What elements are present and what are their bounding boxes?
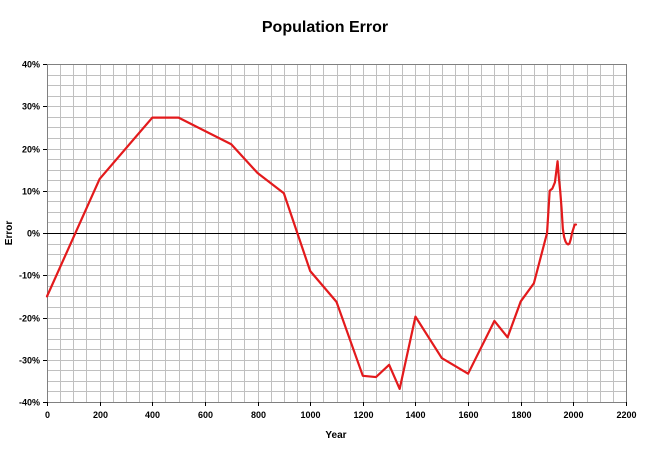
x-tick-label: 1800 [511, 410, 531, 420]
x-tick-label: 200 [93, 410, 108, 420]
y-tick-label: -10% [19, 271, 40, 281]
y-tick-label: 0% [27, 229, 40, 239]
x-axis-label: Year [325, 430, 346, 441]
y-tick-label: -20% [19, 314, 40, 324]
y-tick-label: 30% [22, 102, 40, 112]
axes [43, 64, 627, 406]
y-tick-label: 20% [22, 145, 40, 155]
series-line [45, 116, 578, 390]
x-tick-label: 1400 [405, 410, 425, 420]
x-tick-label: 800 [251, 410, 266, 420]
y-tick-label: -30% [19, 356, 40, 366]
x-tick-label: 1000 [300, 410, 320, 420]
x-tick-label: 1600 [458, 410, 478, 420]
chart-title: Population Error [262, 19, 388, 36]
x-tick-label: 600 [198, 410, 213, 420]
x-tick-label: 2000 [563, 410, 583, 420]
series-lines [45, 116, 578, 390]
y-tick-label: 10% [22, 187, 40, 197]
y-tick-label: 40% [22, 60, 40, 70]
x-tick-label: 400 [145, 410, 160, 420]
x-tick-label: 2200 [616, 410, 636, 420]
y-axis-label: Error [4, 221, 15, 246]
x-tick-label: 0 [45, 410, 50, 420]
x-tick-label: 1200 [353, 410, 373, 420]
tick-labels: 0 200 400 600 800 1000 1200 1400 1600 1800 2000 220… [19, 60, 637, 421]
y-tick-label: -40% [19, 398, 40, 408]
